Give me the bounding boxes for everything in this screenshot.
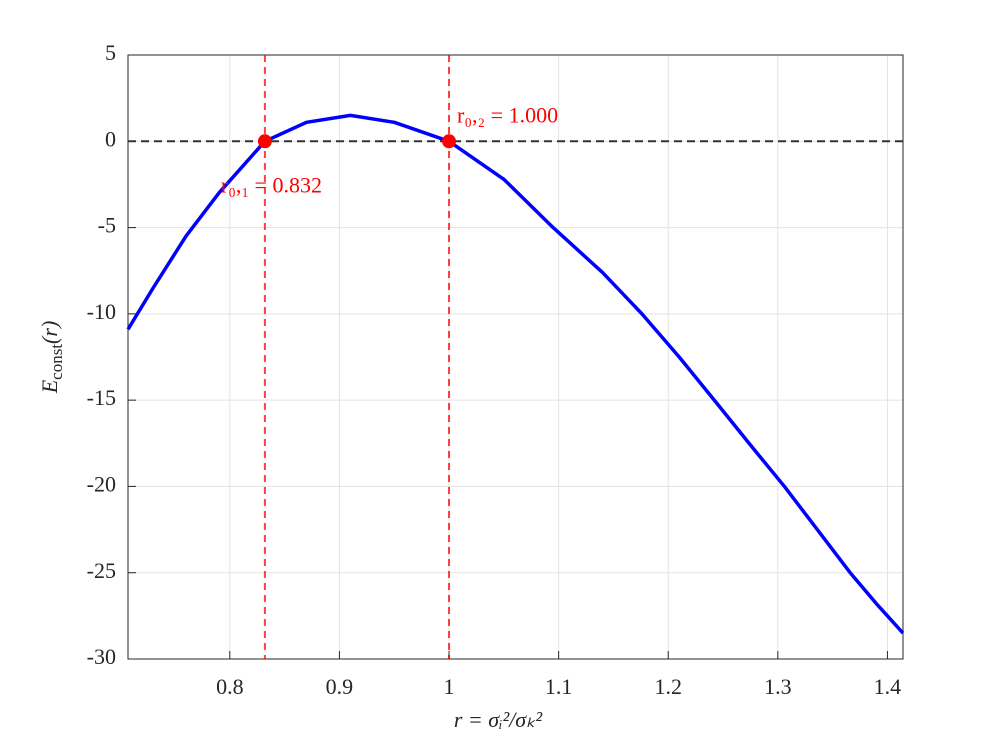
x-axis-label: r = σᵢ²/σₖ² <box>454 707 543 732</box>
y-label-subscript: const <box>47 344 66 380</box>
curve <box>126 113 905 635</box>
y-tick-label: -10 <box>87 299 116 324</box>
x-tick-label: 0.9 <box>326 674 354 699</box>
y-label-argument: (r) <box>37 321 62 344</box>
x-tick-label: 1.3 <box>764 674 792 699</box>
x-tick-label: 1.1 <box>545 674 573 699</box>
y-tick-label: -20 <box>87 471 116 496</box>
root-marker <box>442 134 457 149</box>
x-tick-label: 1.2 <box>654 674 682 699</box>
x-tick-label: 0.8 <box>216 674 244 699</box>
root-label: r₀,₂ = 1.000 <box>457 102 558 127</box>
y-axis-label: Econst(r) <box>37 321 66 395</box>
root-marker <box>257 134 272 149</box>
y-tick-label: 0 <box>105 126 116 151</box>
axes-box <box>127 54 904 660</box>
y-tick-label: 5 <box>105 40 116 65</box>
y-label-symbol: E <box>37 379 62 394</box>
x-tick-label: 1.4 <box>874 674 902 699</box>
root-label: r₀,₁ = 0.832 <box>221 172 322 197</box>
plot-area: 0.8 0.9 1 1.1 1.2 1.3 1.4 5 0 -5 -10 -15 -20 -25 -30 r₀… <box>87 40 905 699</box>
x-tick-label: 1 <box>444 674 455 699</box>
y-tick-label: -5 <box>98 213 116 238</box>
y-tick-label: -25 <box>87 558 116 583</box>
y-tick-label: -15 <box>87 385 116 410</box>
y-tick-label: -30 <box>87 644 116 669</box>
